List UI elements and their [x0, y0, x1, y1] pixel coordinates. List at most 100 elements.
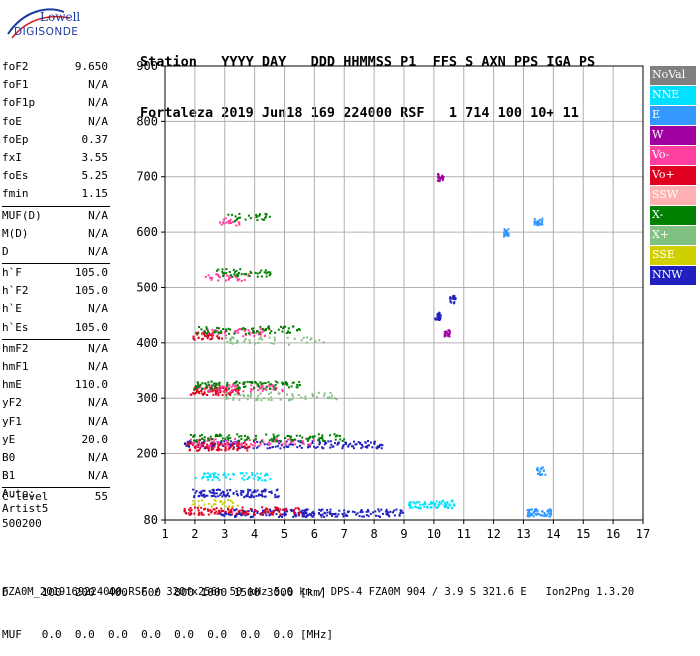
data-point [323, 443, 326, 446]
data-point [236, 384, 239, 387]
data-point [254, 442, 256, 444]
data-point [229, 328, 232, 331]
data-point [226, 274, 229, 277]
data-point [261, 218, 264, 221]
data-point [540, 514, 543, 517]
data-point [262, 387, 265, 390]
data-point [295, 514, 297, 517]
data-point [230, 337, 233, 340]
data-point [270, 492, 273, 495]
data-point [264, 382, 267, 384]
data-point [278, 440, 281, 443]
data-point [527, 513, 530, 516]
data-point [243, 340, 246, 343]
data-point [453, 504, 456, 507]
data-point [210, 278, 213, 281]
data-point [349, 442, 352, 445]
data-point [210, 511, 213, 514]
data-point [288, 443, 291, 446]
data-point [272, 438, 275, 441]
data-point [207, 274, 210, 277]
data-point [277, 495, 280, 498]
param-name: foF2 [2, 60, 29, 73]
data-point [278, 516, 280, 518]
data-point [331, 445, 334, 448]
data-point [243, 279, 246, 281]
data-point [236, 393, 239, 396]
data-point [258, 332, 261, 335]
data-point [204, 334, 206, 337]
data-point [286, 393, 288, 396]
data-point [266, 447, 269, 450]
x-tick-label: 6 [311, 527, 318, 541]
data-point [245, 511, 248, 514]
data-point [353, 511, 356, 514]
data-point [207, 389, 210, 392]
data-point [220, 510, 223, 513]
data-point [210, 495, 213, 498]
data-point [213, 440, 215, 443]
param-value: N/A [88, 208, 108, 222]
data-point [292, 440, 295, 443]
data-point [321, 446, 324, 449]
data-point [220, 330, 223, 333]
data-point [291, 398, 294, 401]
data-point [257, 341, 260, 344]
data-point [538, 218, 541, 221]
data-point [272, 440, 275, 442]
data-point [257, 445, 260, 448]
data-point [311, 395, 314, 398]
x-tick-label: 16 [606, 527, 620, 541]
param-value: 105.0 [74, 284, 108, 298]
data-point [226, 443, 229, 446]
data-point [215, 492, 218, 495]
data-point [255, 214, 258, 216]
data-point [253, 512, 255, 515]
data-point [230, 500, 233, 503]
param-value: 0.37 [81, 132, 109, 146]
data-point [335, 398, 338, 401]
data-point [213, 474, 215, 477]
data-point [306, 439, 309, 442]
data-point [541, 219, 544, 222]
data-point [299, 441, 302, 444]
data-point [223, 440, 226, 443]
data-point [223, 442, 226, 445]
param-row: foF1 N/A [2, 76, 110, 94]
data-point [208, 439, 211, 442]
data-point [197, 384, 200, 387]
data-point [256, 397, 259, 400]
data-point [248, 489, 251, 492]
data-point [359, 441, 362, 444]
data-point [281, 330, 284, 333]
data-point [211, 442, 214, 445]
data-point [254, 342, 257, 345]
data-point [374, 510, 377, 513]
data-point [252, 513, 255, 516]
y-tick-label: 600 [136, 225, 158, 239]
data-point [247, 273, 250, 276]
data-point [270, 396, 273, 399]
data-point [309, 435, 312, 438]
data-point [236, 504, 239, 507]
data-point [250, 272, 253, 274]
x-tick-label: 2 [191, 527, 198, 541]
data-point [372, 511, 375, 514]
data-point [253, 331, 255, 334]
data-point [229, 509, 232, 512]
data-point [255, 331, 258, 334]
data-point [219, 443, 222, 446]
data-point [274, 439, 277, 441]
data-point [231, 336, 234, 339]
data-point [318, 339, 321, 342]
data-point [253, 334, 256, 337]
data-point [375, 446, 378, 449]
data-point [247, 488, 250, 491]
data-point [322, 341, 325, 344]
data-point [260, 399, 263, 402]
data-point [207, 383, 210, 386]
data-point [250, 516, 253, 519]
data-point [531, 508, 533, 511]
data-point [250, 388, 253, 391]
data-point [229, 274, 232, 277]
